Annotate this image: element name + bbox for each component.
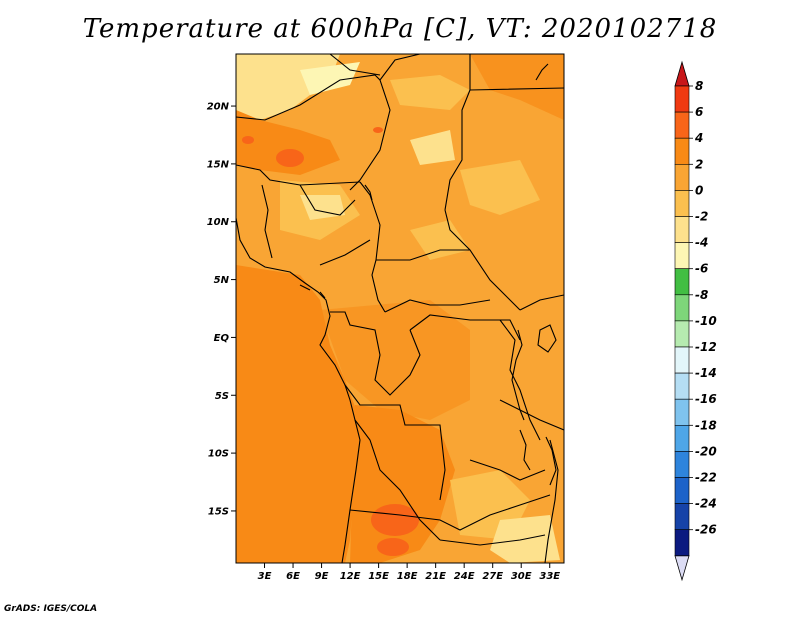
lon-label: 24E (454, 571, 475, 582)
colorbar-label: 6 (695, 105, 703, 119)
colorbar-swatch (674, 320, 690, 348)
lat-label: 15S (208, 506, 229, 517)
lon-label: 6E (286, 571, 300, 582)
colorbar-label: -26 (695, 523, 717, 537)
temperature-field (236, 54, 564, 563)
colorbar-label: -12 (695, 340, 717, 354)
colorbar-label: -22 (695, 471, 717, 485)
map-frame (235, 53, 565, 564)
colorbar-label: 2 (695, 157, 703, 171)
lat-label: 15N (207, 159, 230, 170)
lat-label: 5N (214, 275, 230, 286)
colorbar-swatch (674, 216, 690, 243)
colorbar-swatch (674, 268, 690, 296)
colorbar-label: -24 (695, 497, 717, 511)
colorbar-label: -14 (695, 366, 717, 380)
colorbar-label: -2 (695, 210, 708, 224)
colorbar-label: -6 (695, 262, 708, 276)
colorbar: 8 6 4 2 0 -2 -4 -6 -8 -10 -12 -14 -16 -18 -20 -22 -24 -26 (674, 60, 717, 582)
lat-label: 20N (207, 102, 230, 113)
lon-label: 12E (340, 571, 361, 582)
colorbar-swatch (674, 503, 690, 531)
colorbar-swatch (674, 477, 690, 504)
map-title: Temperature at 600hPa [C], VT: 202010271… (82, 14, 718, 44)
colorbar-bottom-arrow (674, 555, 690, 582)
colorbar-label: -8 (695, 288, 708, 302)
colorbar-label: 0 (695, 183, 703, 197)
colorbar-swatch (674, 424, 690, 452)
country-borders (236, 54, 564, 563)
lon-label: 30E (511, 571, 532, 582)
colorbar-top-arrow (674, 60, 690, 87)
lon-label: 3E (258, 571, 272, 582)
colorbar-label: 8 (695, 79, 703, 93)
colorbar-swatch (674, 451, 690, 478)
colorbar-swatch (674, 164, 690, 191)
colorbar-swatch (674, 346, 690, 374)
colorbar-swatch (674, 242, 690, 270)
lat-label: 5S (215, 391, 229, 402)
colorbar-swatch (674, 372, 690, 400)
colorbar-label: -18 (695, 418, 717, 432)
colorbar-swatch (674, 190, 690, 217)
lon-label: 18E (397, 571, 418, 582)
colorbar-swatch (674, 398, 690, 426)
grads-credit: GrADS: IGES/COLA (4, 604, 98, 614)
colorbar-label: -4 (695, 236, 708, 250)
lon-label: 27E (482, 571, 503, 582)
longitude-axis: 3E 6E 9E 12E 15E 18E 21E 24E 27E 30E 33E (258, 563, 560, 582)
lat-label: 10N (207, 217, 230, 228)
colorbar-swatch (674, 137, 690, 165)
lat-label: EQ (214, 333, 230, 344)
colorbar-label: -16 (695, 392, 717, 406)
colorbar-label: 4 (694, 131, 703, 145)
colorbar-label: -10 (695, 314, 717, 328)
lon-label: 21E (425, 571, 446, 582)
lon-label: 33E (539, 571, 560, 582)
lon-label: 9E (315, 571, 329, 582)
colorbar-label: -20 (695, 444, 717, 458)
colorbar-swatch (674, 85, 690, 113)
latitude-axis: 20N 15N 10N 5N EQ 5S 10S 15S (207, 102, 236, 517)
colorbar-swatch (674, 294, 690, 322)
lat-label: 10S (208, 449, 229, 460)
colorbar-swatch (674, 529, 690, 557)
colorbar-swatch (674, 111, 690, 139)
lon-label: 15E (368, 571, 389, 582)
